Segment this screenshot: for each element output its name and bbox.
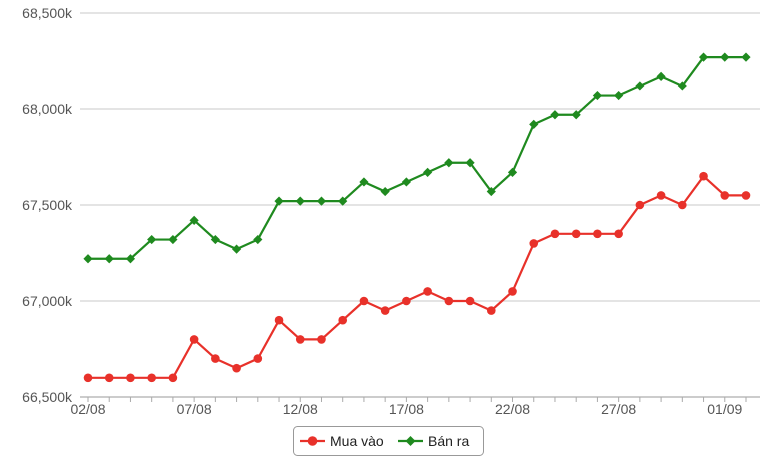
data-point[interactable] — [656, 71, 666, 81]
legend-circle-icon — [307, 436, 318, 446]
data-point[interactable] — [678, 200, 687, 210]
data-point[interactable] — [741, 52, 751, 62]
data-point[interactable] — [656, 191, 666, 200]
data-point[interactable] — [253, 354, 263, 363]
data-point[interactable] — [83, 254, 93, 264]
legend-label: Bán ra — [428, 433, 469, 449]
legend-item-mua-vao[interactable]: Mua vào — [300, 433, 384, 449]
data-point[interactable] — [486, 186, 496, 197]
data-point[interactable] — [444, 158, 454, 168]
data-point[interactable] — [211, 354, 220, 363]
data-point[interactable] — [698, 52, 709, 62]
data-point[interactable] — [189, 335, 199, 344]
y-tick-label: 66,500k — [22, 389, 73, 405]
data-point[interactable] — [635, 200, 645, 210]
x-tick-label: 22/08 — [495, 401, 530, 417]
data-point[interactable] — [550, 229, 560, 239]
series-mua-vao — [83, 171, 751, 383]
data-point[interactable] — [189, 215, 199, 225]
x-tick-label: 17/08 — [389, 401, 424, 417]
y-tick-label: 67,500k — [22, 197, 73, 213]
data-point[interactable] — [295, 196, 305, 206]
legend-diamond-icon — [405, 436, 416, 446]
data-point[interactable] — [508, 287, 517, 296]
grid-lines — [80, 12, 760, 398]
data-point[interactable] — [126, 373, 135, 383]
data-point[interactable] — [635, 81, 645, 91]
data-point[interactable] — [168, 373, 178, 383]
legend[interactable]: Mua vào Bán ra — [293, 426, 484, 456]
axes: 66,500k 67,000k 67,500k 68,000k 68,500k 02/08… — [22, 5, 760, 417]
data-point[interactable] — [423, 167, 433, 177]
x-tick-label: 27/08 — [601, 401, 636, 417]
data-point[interactable] — [465, 158, 475, 168]
x-tick-label: 02/08 — [70, 401, 105, 417]
data-point[interactable] — [614, 229, 623, 239]
data-point[interactable] — [380, 186, 390, 197]
data-point[interactable] — [253, 234, 263, 245]
data-point[interactable] — [571, 110, 581, 120]
data-point[interactable] — [125, 254, 136, 264]
data-point[interactable] — [231, 244, 242, 254]
data-point[interactable] — [359, 296, 369, 306]
legend-box — [293, 426, 484, 456]
data-point[interactable] — [359, 177, 369, 187]
data-point[interactable] — [295, 335, 305, 344]
data-point[interactable] — [317, 335, 326, 344]
series-line — [88, 175, 746, 379]
data-point[interactable] — [720, 191, 730, 200]
data-point[interactable] — [486, 306, 496, 315]
data-point[interactable] — [380, 306, 390, 315]
x-tick-label: 07/08 — [177, 401, 212, 417]
data-point[interactable] — [338, 196, 348, 206]
data-point[interactable] — [507, 167, 518, 177]
data-point[interactable] — [677, 81, 687, 91]
data-point[interactable] — [614, 90, 624, 101]
x-tick-label: 12/08 — [283, 401, 318, 417]
data-point[interactable] — [571, 229, 581, 239]
data-point[interactable] — [529, 239, 539, 248]
y-tick-label: 67,000k — [22, 293, 73, 309]
data-point[interactable] — [274, 196, 284, 206]
data-point[interactable] — [104, 373, 114, 383]
data-point[interactable] — [423, 287, 432, 296]
data-point[interactable] — [529, 119, 539, 129]
legend-label: Mua vào — [330, 433, 384, 449]
data-point[interactable] — [401, 177, 411, 187]
data-point[interactable] — [338, 315, 348, 325]
data-point[interactable] — [550, 110, 560, 120]
series — [83, 52, 751, 383]
data-point[interactable] — [147, 373, 156, 383]
y-tick-label: 68,500k — [22, 5, 73, 21]
data-point[interactable] — [316, 196, 327, 206]
data-point[interactable] — [232, 363, 241, 373]
series-ban-ra — [83, 52, 751, 264]
data-point[interactable] — [104, 254, 114, 264]
data-point[interactable] — [83, 373, 93, 383]
legend-item-ban-ra[interactable]: Bán ra — [398, 433, 469, 449]
data-point[interactable] — [593, 229, 602, 239]
data-point[interactable] — [210, 234, 220, 245]
data-point[interactable] — [720, 52, 730, 62]
data-point[interactable] — [741, 191, 751, 200]
y-tick-label: 68,000k — [22, 101, 73, 117]
series-line — [88, 56, 746, 260]
data-point[interactable] — [402, 296, 411, 306]
data-point[interactable] — [592, 90, 603, 101]
data-point[interactable] — [444, 296, 454, 306]
data-point[interactable] — [465, 296, 475, 306]
data-point[interactable] — [147, 234, 157, 245]
data-point[interactable] — [274, 315, 284, 325]
data-point[interactable] — [168, 234, 178, 245]
data-point[interactable] — [699, 171, 708, 181]
x-tick-label: 01/09 — [707, 401, 742, 417]
